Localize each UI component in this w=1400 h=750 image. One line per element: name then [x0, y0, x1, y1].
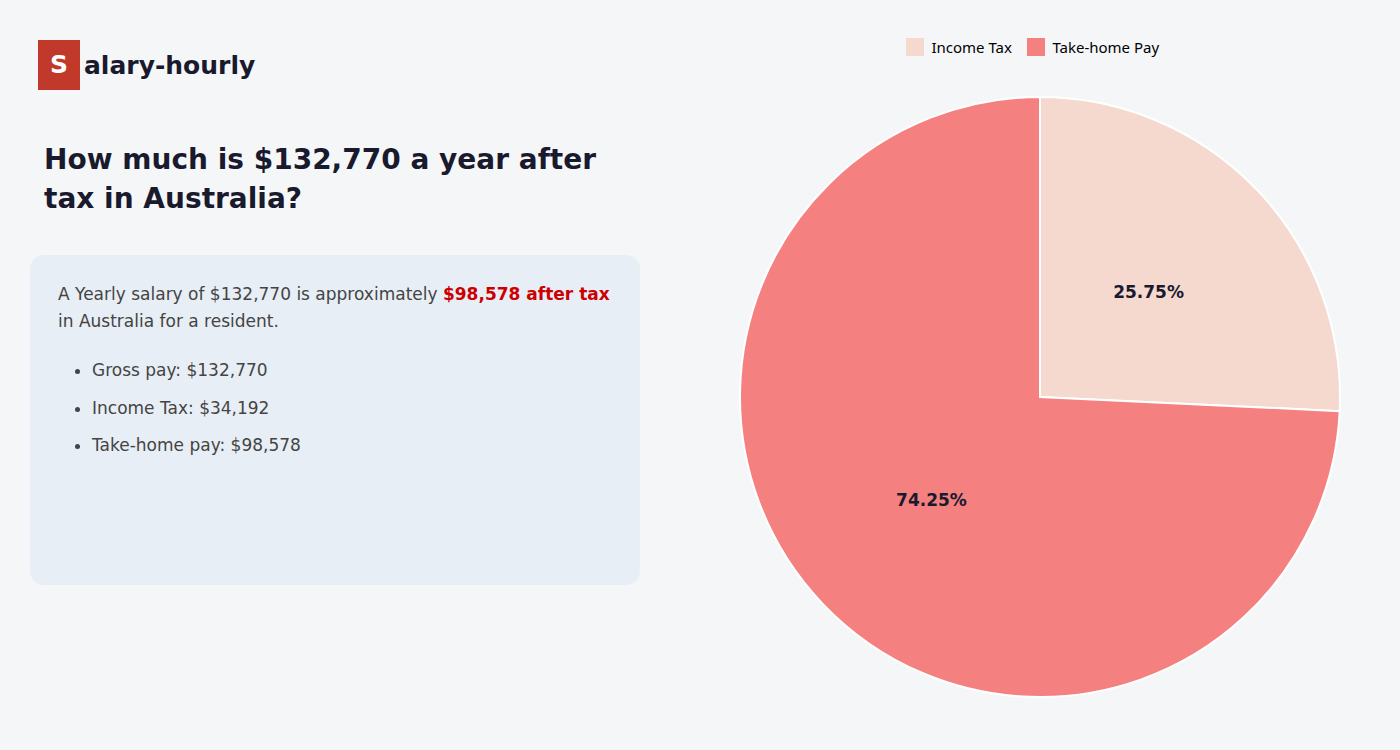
- html-text:Gross pay: $132,770: Gross pay: $132,770: [92, 360, 268, 381]
- html-text:S: S: [50, 50, 68, 79]
- html-text:Take-home Pay: Take-home Pay: [1052, 36, 1160, 57]
- svg-text:74.25%: 74.25%: [896, 489, 967, 509]
- html-text:Income Tax: Income Tax: [931, 36, 1012, 57]
- html-text:Income Tax: $34,192: Income Tax: $34,192: [92, 397, 270, 418]
- html-text:How much is $132,770 a year af: How much is $132,770 a year after tax in…: [44, 143, 596, 216]
- html-text:Take-home pay: $98,578: Take-home pay: $98,578: [92, 434, 301, 455]
- html-text:A Yearly salary of $132,770 is: A Yearly salary of $132,770 is approxima…: [58, 284, 610, 304]
- svg-text:25.75%: 25.75%: [1113, 282, 1184, 302]
- html-text:in Australia for a resident.: in Australia for a resident.: [58, 311, 279, 332]
- html-text:alary-hourly: alary-hourly: [84, 50, 256, 80]
